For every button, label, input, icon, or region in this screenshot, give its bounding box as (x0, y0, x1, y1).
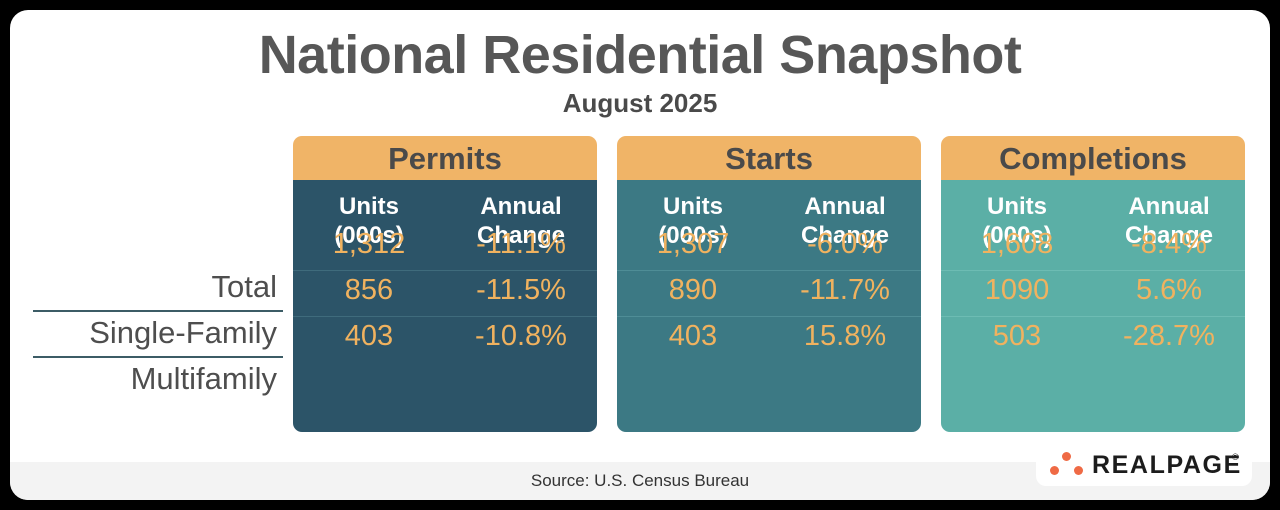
row-label-multifamily: Multifamily (130, 361, 277, 396)
subheader-completions-units: Units (000s) (941, 192, 1093, 250)
cell-completions-total-change: -8.4% (1131, 228, 1207, 260)
cell-completions-single-family-change: 5.6% (1135, 274, 1203, 306)
column-group-body-permits: Units (000s) Annual Change 1,312 -11.1% … (293, 180, 597, 432)
subheader-line-2: (000s) (658, 222, 728, 249)
column-group-header-completions: Completions (941, 136, 1245, 180)
column-group-body-completions: Units (000s) Annual Change 1,608 -8.4% 1… (941, 180, 1245, 432)
cell-divider-1 (617, 270, 921, 271)
row-label-single-family: Single-Family (89, 315, 277, 350)
snapshot-card: National Residential Snapshot August 202… (10, 10, 1270, 500)
logo-inner: REALPAGE ® (1036, 442, 1252, 486)
subheader-line-1: Units (663, 193, 723, 220)
subheader-line-1: Annual (1128, 193, 1210, 220)
logo-dot-right-icon (1074, 466, 1083, 475)
subheader-line-2: Change (476, 222, 565, 249)
subheader-line-1: Units (987, 193, 1047, 220)
cell-starts-single-family-units: 890 (668, 274, 718, 306)
logo-wordmark: REALPAGE (1092, 451, 1242, 479)
logo-trademark: ® (1232, 452, 1239, 462)
subheader-line-1: Units (339, 193, 399, 220)
row-separator-2 (33, 356, 283, 358)
title-block: National Residential Snapshot August 202… (10, 24, 1270, 118)
cell-starts-total-units: 1,307 (656, 228, 730, 260)
cell-permits-multifamily-units: 403 (344, 320, 394, 352)
logo-dot-left-icon (1050, 466, 1059, 475)
column-group-permits: Permits Units (000s) Annual Change 1,312… (283, 126, 597, 438)
subheader-completions-annual-change: Annual Change (1093, 192, 1245, 250)
logo-dot-top-icon (1062, 452, 1071, 461)
cell-divider-1 (941, 270, 1245, 271)
realpage-logo: REALPAGE ® (1036, 442, 1252, 486)
cell-completions-multifamily-units: 503 (992, 320, 1042, 352)
row-label-column: Total Single-Family Multifamily (10, 126, 285, 438)
cell-permits-total-units: 1,312 (332, 228, 406, 260)
column-group-body-starts: Units (000s) Annual Change 1,307 -6.0% 8… (617, 180, 921, 432)
subheader-line-1: Annual (480, 193, 562, 220)
cell-divider-2 (617, 316, 921, 317)
page-subtitle: August 2025 (562, 88, 718, 118)
subheader-permits-units: Units (000s) (293, 192, 445, 250)
subheader-permits-annual-change: Annual Change (445, 192, 597, 250)
subheader-line-2: (000s) (334, 222, 404, 249)
cell-divider-2 (941, 316, 1245, 317)
snapshot-table: Total Single-Family Multifamily Permits … (10, 126, 1270, 438)
cell-permits-single-family-change: -11.5% (476, 274, 566, 306)
column-group-header-starts: Starts (617, 136, 921, 180)
cell-completions-single-family-units: 1090 (984, 274, 1050, 306)
cell-completions-total-units: 1,608 (980, 228, 1054, 260)
cell-permits-total-change: -11.1% (476, 228, 566, 260)
cell-permits-single-family-units: 856 (344, 274, 394, 306)
column-group-starts: Starts Units (000s) Annual Change 1,307 … (607, 126, 921, 438)
cell-divider-2 (293, 316, 597, 317)
subheader-line-2: Change (1124, 222, 1213, 249)
cell-divider-1 (293, 270, 597, 271)
subheader-line-1: Annual (804, 193, 886, 220)
subheader-starts-annual-change: Annual Change (769, 192, 921, 250)
cell-starts-total-change: -6.0% (807, 228, 883, 260)
subheader-line-2: (000s) (982, 222, 1052, 249)
subheader-line-2: Change (800, 222, 889, 249)
cell-starts-multifamily-change: 15.8% (803, 320, 887, 352)
page-title: National Residential Snapshot (258, 25, 1022, 85)
row-separator-1 (33, 310, 283, 312)
cell-permits-multifamily-change: -10.8% (475, 320, 567, 352)
column-group-completions: Completions Units (000s) Annual Change 1… (931, 126, 1245, 438)
cell-completions-multifamily-change: -28.7% (1123, 320, 1215, 352)
cell-starts-single-family-change: -11.7% (800, 274, 890, 306)
row-label-total: Total (211, 269, 277, 304)
source-attribution: Source: U.S. Census Bureau (530, 471, 750, 490)
column-group-header-permits: Permits (293, 136, 597, 180)
cell-starts-multifamily-units: 403 (668, 320, 718, 352)
subheader-starts-units: Units (000s) (617, 192, 769, 250)
